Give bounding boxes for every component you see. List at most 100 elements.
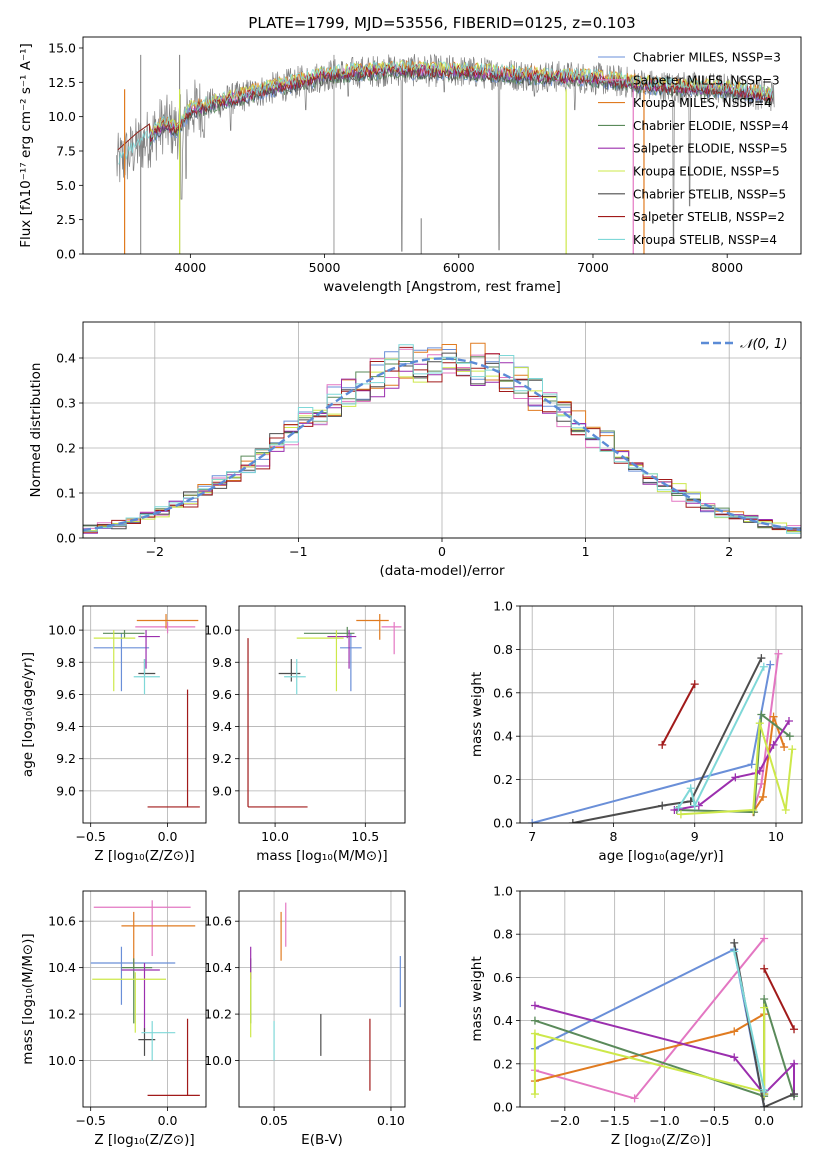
y-tick-label: 1.0 xyxy=(493,884,513,899)
weight-point xyxy=(730,1027,739,1036)
x-axis-label: mass [log₁₀(M/M⊙)] xyxy=(256,848,387,864)
gaussian-curve xyxy=(83,357,801,532)
x-tick-label: −2.0 xyxy=(550,1113,580,1128)
legend-label-1: Chabrier MILES, NSSP=3 xyxy=(633,51,781,65)
histogram-9 xyxy=(83,344,801,534)
y-tick-label: 1.0 xyxy=(493,599,513,614)
weight-point xyxy=(730,938,739,947)
y-tick-label: 10.0 xyxy=(48,623,76,638)
plot-area xyxy=(247,614,402,808)
x-axis-label: Z [log₁₀(Z/Z⊙)] xyxy=(94,848,194,864)
axes-frame xyxy=(82,321,802,539)
x-tick-label: 8000 xyxy=(711,260,743,275)
weight-point xyxy=(757,710,766,719)
weight-point xyxy=(568,819,577,823)
y-tick-label: 0.0 xyxy=(56,247,76,262)
y-tick-label: 9.4 xyxy=(56,719,76,734)
legend-label-8: Salpeter STELIB, NSSP=2 xyxy=(633,210,785,224)
y-tick-label: 0.4 xyxy=(493,729,513,744)
y-tick-label: 0.0 xyxy=(493,1100,513,1115)
weight-point xyxy=(760,964,769,973)
weight-point xyxy=(757,654,766,663)
weight-point xyxy=(747,760,756,769)
y-tick-label: 0.0 xyxy=(493,816,513,831)
x-tick-label: 0.0 xyxy=(158,829,178,844)
weight-point xyxy=(760,1003,769,1012)
weight-line-8 xyxy=(661,683,696,746)
weight-point xyxy=(528,819,537,823)
y-tick-label: 10.6 xyxy=(204,914,232,929)
legend-label-9: Kroupa STELIB, NSSP=4 xyxy=(633,233,777,247)
y-axis-label: mass weight xyxy=(469,956,485,1041)
axes-frame xyxy=(238,890,406,1108)
x-tick-label: −1 xyxy=(289,544,307,559)
weight-line-3 xyxy=(534,1012,766,1094)
x-tick-label: −1.0 xyxy=(649,1113,679,1128)
weight-point xyxy=(790,1090,799,1099)
legend-label-7: Chabrier STELIB, NSSP=5 xyxy=(633,187,786,201)
plot-area xyxy=(83,342,801,534)
weight-line-8 xyxy=(763,968,795,1030)
legend-label-6: Kroupa ELODIE, NSSP=5 xyxy=(633,165,780,179)
x-axis-label: E(B-V) xyxy=(301,1132,343,1148)
axes-frame xyxy=(519,605,803,824)
x-tick-label: 0.0 xyxy=(754,1113,774,1128)
x-tick-label: −0.5 xyxy=(699,1113,729,1128)
x-tick-label: 10.5 xyxy=(351,829,379,844)
y-tick-label: 10.6 xyxy=(48,914,76,929)
y-tick-label: 9.4 xyxy=(212,719,232,734)
x-axis-label: (data-model)/error xyxy=(379,563,505,579)
legend-label-gaussian: 𝒩(0, 1) xyxy=(740,337,787,352)
y-tick-label: 0.8 xyxy=(493,642,513,657)
weight-point xyxy=(790,1059,799,1068)
x-tick-label: 6000 xyxy=(443,260,475,275)
x-tick-label: 8 xyxy=(609,829,617,844)
x-tick-label: 9 xyxy=(691,829,699,844)
legend-label-2: Salpeter MILES, NSSP=3 xyxy=(633,73,780,87)
x-tick-label: 0.05 xyxy=(260,1113,288,1128)
model-line-9 xyxy=(117,60,773,165)
x-tick-label: 7000 xyxy=(577,260,609,275)
x-axis-label: wavelength [Angstrom, rest frame] xyxy=(323,279,561,295)
y-tick-label: 9.8 xyxy=(212,655,232,670)
weight-point xyxy=(674,803,683,812)
panel-8: −2.0 −1.5 −1.0 −0.5 0.0 0.0 0.2 0.4 0.6 0.8 1.0 Z [… xyxy=(469,884,803,1148)
x-tick-label: 0 xyxy=(438,544,446,559)
weight-line-9 xyxy=(677,666,765,809)
panel-2: −2 −1 0 1 2 0.0 0.1 0.2 0.3 0.4 (data-model)/error… xyxy=(28,321,802,579)
weight-point xyxy=(766,660,775,669)
weight-point xyxy=(676,810,685,819)
weight-point xyxy=(769,712,778,721)
x-tick-label: 4000 xyxy=(174,260,206,275)
y-axis-label: Normed distribution xyxy=(28,363,44,498)
weight-point xyxy=(784,717,793,726)
panel-4: 10.0 10.5 9.0 9.2 9.4 9.6 9.8 10.0 mass [log₁₀(M… xyxy=(204,605,406,864)
weight-point xyxy=(774,649,783,658)
panel-7: 0.05 0.10 10.0 10.2 10.4 10.6 E(B-V) xyxy=(204,890,406,1148)
x-tick-label: −2 xyxy=(146,544,164,559)
weight-point xyxy=(658,740,667,749)
y-tick-label: 0.2 xyxy=(56,441,76,456)
axes-frame xyxy=(82,605,207,824)
axes-frame xyxy=(82,36,802,255)
y-tick-label: 9.2 xyxy=(56,751,76,766)
x-tick-label: −1.5 xyxy=(599,1113,629,1128)
x-tick-label: −0.5 xyxy=(76,829,106,844)
panel-3: −0.5 0.0 9.0 9.2 9.4 9.6 9.8 10.0 Z [log₁₀(Z/Z⊙)… xyxy=(20,605,207,864)
weight-line-4 xyxy=(676,712,791,814)
y-tick-label: 10.0 xyxy=(48,1053,76,1068)
weight-point xyxy=(758,792,767,801)
x-tick-label: 5000 xyxy=(309,260,341,275)
y-tick-label: 9.2 xyxy=(212,751,232,766)
y-tick-label: 0.4 xyxy=(56,351,76,366)
panel-6: −0.5 0.0 10.0 10.2 10.4 10.6 Z [log₁₀(Z/Z⊙)] ma… xyxy=(20,890,207,1148)
weight-point xyxy=(730,947,739,956)
y-tick-label: 10.0 xyxy=(204,1053,232,1068)
weight-point xyxy=(658,801,667,810)
weight-line-2 xyxy=(534,937,765,1100)
x-tick-label: −0.5 xyxy=(76,1113,106,1128)
y-tick-label: 0.2 xyxy=(493,1056,513,1071)
panel-5: 7 8 9 10 0.0 0.2 0.4 0.6 0.8 1.0 age [log₁₀(age/yr… xyxy=(469,599,803,864)
y-axis-label: Flux [fλ10⁻¹⁷ erg cm⁻² s⁻¹ A⁻¹] xyxy=(18,43,34,248)
y-tick-label: 9.6 xyxy=(56,687,76,702)
